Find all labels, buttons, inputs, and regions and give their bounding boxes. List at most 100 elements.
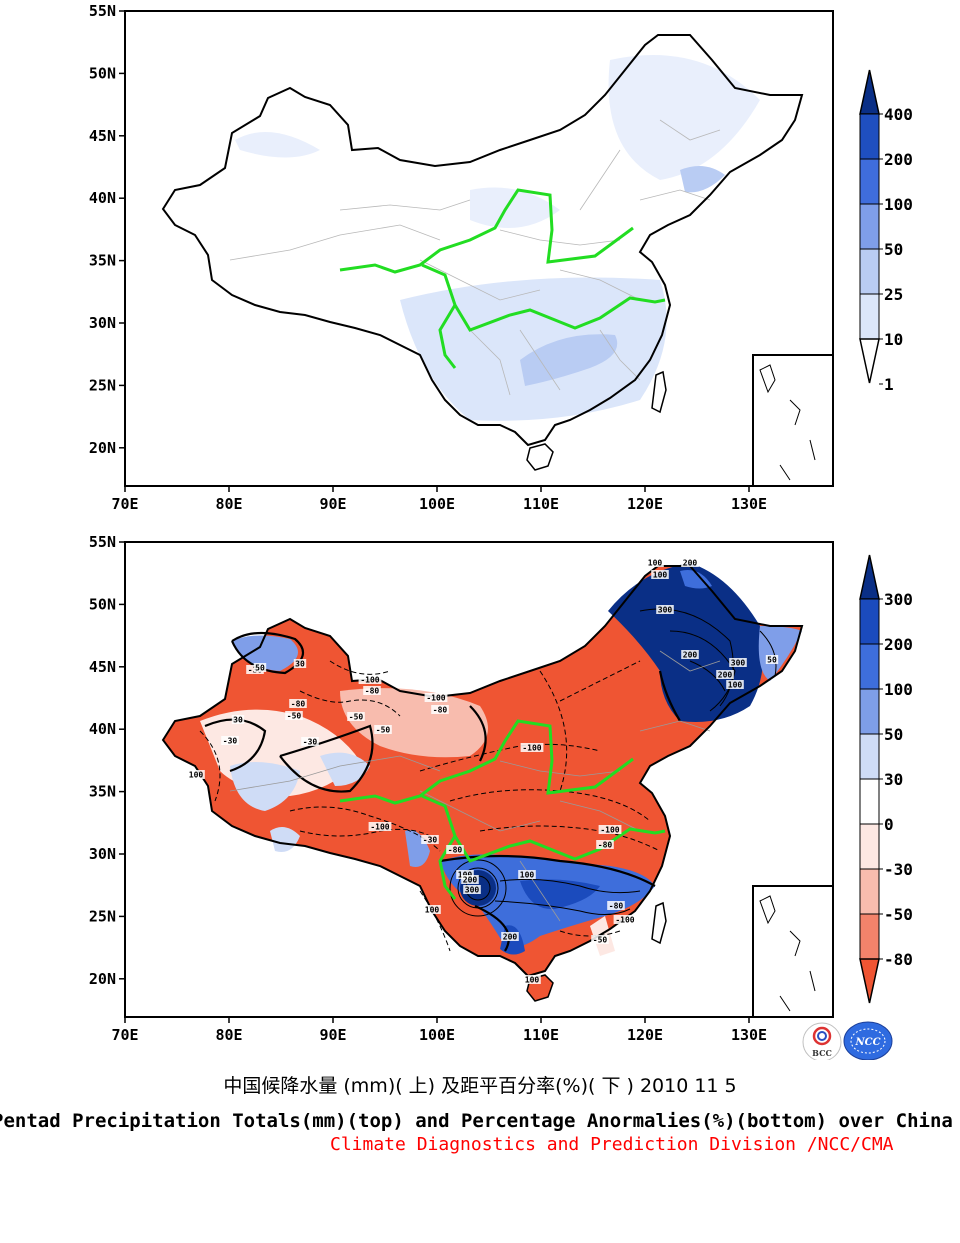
contour-label: -80 bbox=[609, 902, 624, 911]
lon-tick-label: 110E bbox=[523, 1026, 559, 1044]
anomaly-area-blue bbox=[758, 626, 802, 681]
contour-label: 100 bbox=[728, 681, 743, 690]
contour-label: -100 bbox=[370, 823, 389, 832]
south-china-sea-inset bbox=[752, 885, 833, 1017]
contour-label: 100 bbox=[525, 976, 540, 985]
lat-tick-label: 35N bbox=[89, 252, 116, 270]
colorbar-label: 1 bbox=[884, 375, 894, 394]
colorbar-label: 400 bbox=[884, 105, 913, 124]
colorbar-segment bbox=[859, 733, 880, 780]
top-lat-axis: 55N 50N 45N 40N 35N 30N 25N 20N bbox=[89, 2, 125, 457]
bcc-logo-text: BCC bbox=[812, 1048, 832, 1058]
top-map-panel bbox=[124, 10, 834, 487]
colorbar-top-arrow bbox=[859, 69, 880, 115]
colorbar-segment bbox=[859, 688, 880, 735]
colorbar-label: 50 bbox=[884, 725, 903, 744]
colorbar-label: 100 bbox=[884, 680, 913, 699]
lat-tick-label: 25N bbox=[89, 907, 116, 925]
bottom-lon-axis: 70E 80E 90E 100E 110E 120E 130E bbox=[111, 1017, 767, 1044]
lat-tick-label: 20N bbox=[89, 439, 116, 457]
caption-chinese: 中国候降水量 (mm)( 上) 及距平百分率(%)( 下 ) 2010 11 5 bbox=[223, 1075, 737, 1097]
contour-label: 200 bbox=[683, 559, 698, 568]
contour-label: 100 bbox=[520, 871, 535, 880]
lon-tick-label: 120E bbox=[627, 495, 663, 513]
colorbar-segment bbox=[859, 248, 880, 295]
colorbar-label: 200 bbox=[884, 150, 913, 169]
colorbar-segment bbox=[859, 868, 880, 915]
lon-tick-label: 90E bbox=[319, 495, 346, 513]
anomaly-area-light-blue bbox=[320, 752, 370, 786]
contour-label: 300 bbox=[465, 886, 480, 895]
lat-tick-label: 55N bbox=[89, 2, 116, 20]
bottom-map-panel: -100 -100 -80 -80 -80 -50 -50 -50 -30 -30 30 50 -100… bbox=[124, 541, 834, 1018]
anomaly-area-300pct bbox=[608, 563, 764, 722]
colorbar-segment bbox=[859, 113, 880, 160]
contour-label: -80 bbox=[365, 687, 380, 696]
contour-label: 30 bbox=[295, 660, 305, 669]
colorbar-label: 30 bbox=[884, 770, 903, 789]
anomaly-area-light-red bbox=[340, 688, 488, 758]
lon-tick-label: 130E bbox=[731, 495, 767, 513]
lon-tick-label: 100E bbox=[419, 495, 455, 513]
ncc-logo-text: NCC bbox=[854, 1037, 880, 1048]
colorbar-segment bbox=[859, 643, 880, 690]
contour-label: 50 bbox=[767, 656, 777, 665]
precip-area-10mm bbox=[400, 277, 667, 421]
contour-label: 300 bbox=[731, 659, 746, 668]
colorbar-label: -30 bbox=[884, 860, 913, 879]
precip-area-light bbox=[470, 187, 560, 228]
lat-tick-label: 30N bbox=[89, 845, 116, 863]
lat-tick-label: 20N bbox=[89, 970, 116, 988]
bottom-map-frame bbox=[124, 541, 834, 1018]
lon-tick-label: 90E bbox=[319, 1026, 346, 1044]
contour-label: 100 bbox=[189, 771, 204, 780]
colorbar-label: 100 bbox=[884, 195, 913, 214]
bcc-logo: BCC bbox=[802, 1022, 842, 1060]
ncc-logo: NCC bbox=[843, 1021, 893, 1060]
lat-tick-label: 45N bbox=[89, 658, 116, 676]
colorbar-bottom-arrow bbox=[859, 338, 880, 384]
lon-tick-label: 80E bbox=[215, 495, 242, 513]
lon-tick-label: 80E bbox=[215, 1026, 242, 1044]
lon-tick-label: 100E bbox=[419, 1026, 455, 1044]
top-colorbar: 400 200 100 50 25 10 1 bbox=[859, 69, 913, 394]
lat-tick-label: 40N bbox=[89, 720, 116, 738]
contour-label: 300 bbox=[658, 606, 673, 615]
colorbar-top-arrow bbox=[859, 554, 880, 600]
contour-label: -80 bbox=[433, 706, 448, 715]
colorbar-label: 0 bbox=[884, 815, 894, 834]
precip-area-25mm bbox=[680, 166, 725, 193]
colorbar-segment bbox=[859, 293, 880, 340]
contour-label: 200 bbox=[503, 933, 518, 942]
colorbar-label: 200 bbox=[884, 635, 913, 654]
river-lines bbox=[339, 188, 666, 369]
south-china-sea-inset bbox=[752, 354, 833, 486]
contour-label: 200 bbox=[463, 876, 478, 885]
lon-tick-label: 120E bbox=[627, 1026, 663, 1044]
top-lon-axis: 70E 80E 90E 100E 110E 120E 130E bbox=[111, 486, 767, 513]
lat-tick-label: 55N bbox=[89, 533, 116, 551]
colorbar-label: -50 bbox=[884, 905, 913, 924]
contour-label: -80 bbox=[291, 700, 306, 709]
colorbar-segment bbox=[859, 203, 880, 250]
contour-label: -100 bbox=[360, 676, 379, 685]
lat-tick-label: 25N bbox=[89, 376, 116, 394]
contour-label: 50 bbox=[255, 664, 265, 673]
lon-tick-label: 110E bbox=[523, 495, 559, 513]
contour-label: -30 bbox=[303, 738, 318, 747]
lat-tick-label: 35N bbox=[89, 783, 116, 801]
contour-label: -30 bbox=[423, 836, 438, 845]
precip-area-25mm bbox=[520, 334, 618, 386]
contour-label: 100 bbox=[425, 906, 440, 915]
contour-label: -50 bbox=[593, 936, 608, 945]
colorbar-label: -80 bbox=[884, 950, 913, 969]
contour-label: -80 bbox=[448, 846, 463, 855]
colorbar-segment bbox=[859, 598, 880, 645]
lon-tick-label: 70E bbox=[111, 495, 138, 513]
contour-label: -100 bbox=[426, 694, 445, 703]
contour-labels: -100 -100 -80 -80 -80 -50 -50 -50 -30 -30 30 50 -100… bbox=[187, 558, 779, 985]
contour-label: 100 bbox=[653, 571, 668, 580]
province-borders bbox=[229, 650, 721, 922]
anomaly-area-light-blue bbox=[270, 827, 300, 852]
